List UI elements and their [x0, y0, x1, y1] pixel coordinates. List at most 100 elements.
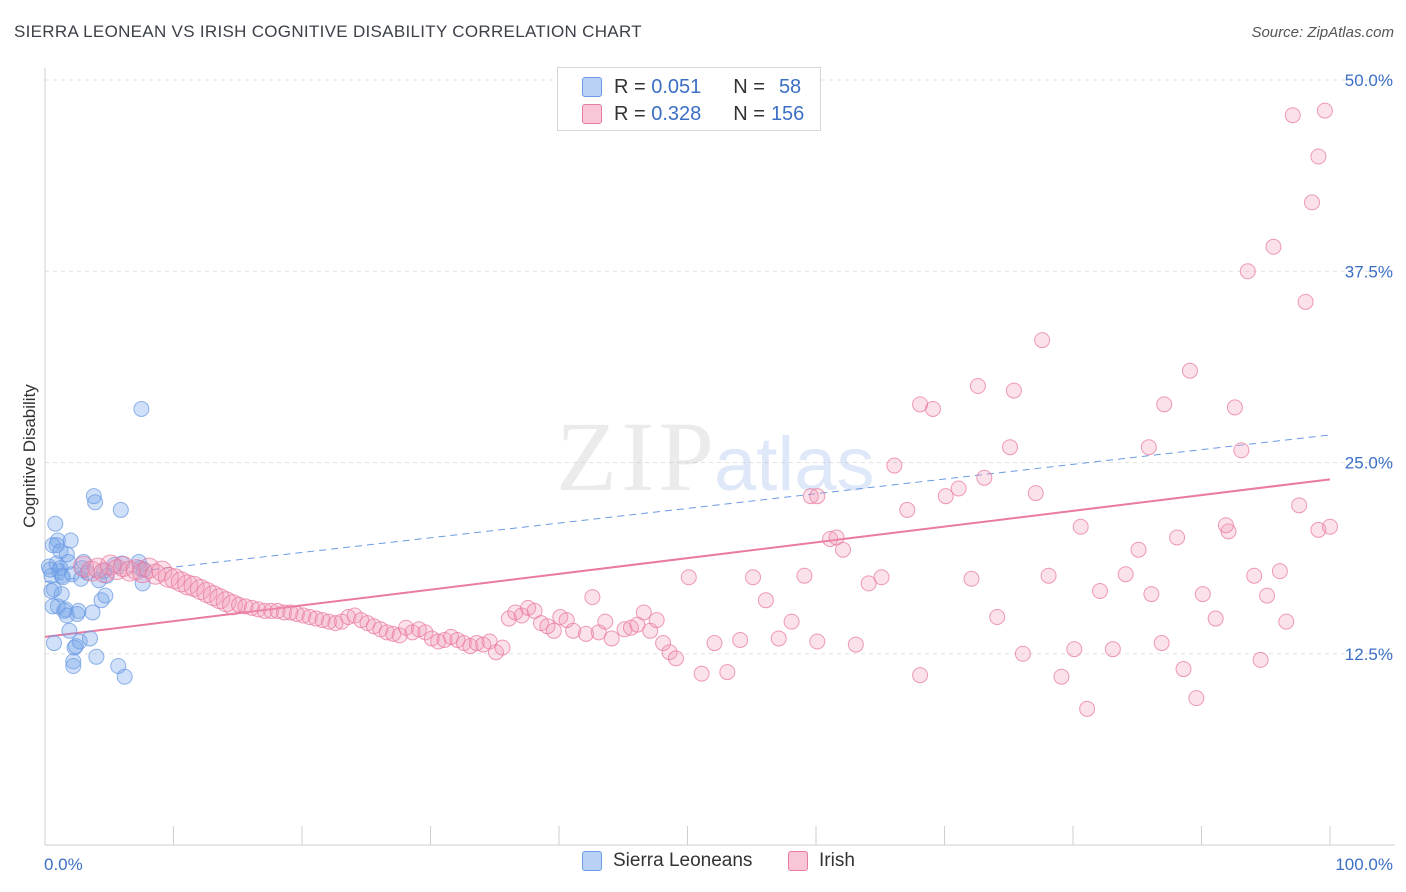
- point-sierra-leonean: [62, 532, 79, 549]
- watermark-zip: ZIP: [556, 401, 718, 512]
- legend-row-sierra-leoneans: R = 0.051 N = 58: [558, 73, 801, 101]
- legend-item-sierra-leoneans[interactable]: Sierra Leoneans: [582, 850, 752, 872]
- point-irish: [1175, 661, 1192, 678]
- point-sierra-leonean: [85, 488, 102, 505]
- point-irish: [603, 630, 620, 647]
- point-irish: [635, 604, 652, 621]
- pink-swatch-icon: [582, 104, 602, 124]
- point-irish: [1169, 529, 1186, 546]
- point-irish: [164, 568, 186, 590]
- point-irish: [1194, 586, 1211, 603]
- point-irish: [1034, 332, 1051, 349]
- point-irish: [655, 635, 672, 652]
- point-irish: [1310, 148, 1327, 165]
- point-irish: [822, 531, 839, 547]
- point-irish: [783, 613, 800, 630]
- point-irish: [500, 610, 517, 627]
- legend-r-label: R =: [614, 75, 646, 98]
- point-irish: [1072, 518, 1089, 535]
- point-sierra-leonean: [65, 657, 82, 674]
- point-irish: [189, 578, 211, 600]
- point-irish: [1079, 700, 1096, 717]
- point-irish: [1040, 567, 1057, 584]
- point-irish: [1322, 518, 1338, 535]
- point-irish: [937, 488, 954, 505]
- point-irish: [215, 591, 237, 613]
- point-irish: [1188, 690, 1205, 707]
- point-irish: [989, 609, 1006, 626]
- point-irish: [196, 582, 218, 604]
- point-irish: [237, 598, 254, 615]
- legend-r-value: 0.328: [651, 102, 702, 125]
- point-irish: [327, 615, 344, 632]
- point-irish: [385, 625, 402, 642]
- point-irish: [976, 469, 993, 486]
- point-sierra-leonean: [88, 648, 105, 665]
- point-irish: [661, 644, 678, 661]
- point-irish: [1014, 645, 1031, 662]
- blue-swatch-icon: [582, 851, 602, 871]
- point-sierra-leonean: [84, 604, 101, 621]
- point-irish: [1278, 613, 1295, 630]
- point-sierra-leonean: [71, 633, 88, 650]
- point-irish: [873, 569, 890, 586]
- point-irish: [1117, 566, 1134, 583]
- legend-row-irish: R = 0.328 N = 156: [558, 100, 804, 128]
- point-irish: [1265, 238, 1282, 255]
- y-tick-label: 37.5%: [1345, 262, 1393, 281]
- point-irish: [202, 585, 224, 607]
- point-irish: [860, 575, 877, 592]
- point-sierra-leonean: [63, 566, 80, 583]
- legend-item-irish[interactable]: Irish: [788, 850, 855, 872]
- point-irish: [1207, 610, 1224, 627]
- point-irish: [256, 602, 273, 619]
- point-irish: [667, 650, 684, 667]
- point-irish: [269, 602, 286, 619]
- point-sierra-leonean: [42, 561, 59, 578]
- legend-label-sierra-leoneans: Sierra Leoneans: [613, 850, 753, 871]
- blue-swatch-icon: [582, 77, 602, 97]
- point-irish: [847, 636, 864, 653]
- legend-label-irish: Irish: [819, 850, 855, 871]
- point-sierra-leonean: [112, 501, 129, 518]
- point-irish: [138, 557, 160, 579]
- point-irish: [1181, 362, 1198, 379]
- point-irish: [597, 613, 614, 630]
- series-legend: Sierra Leoneans Irish: [0, 850, 1406, 878]
- point-sierra-leonean: [116, 668, 133, 685]
- point-sierra-leonean: [54, 569, 71, 586]
- legend-r-value: 0.051: [651, 75, 702, 98]
- point-irish: [969, 378, 986, 394]
- point-irish: [1226, 399, 1243, 416]
- watermark-atlas: atlas: [714, 422, 875, 507]
- point-irish: [378, 624, 395, 641]
- point-irish: [282, 604, 299, 621]
- y-axis-label: Cognitive Disability: [20, 384, 39, 528]
- point-irish: [1291, 497, 1308, 514]
- point-irish: [494, 639, 511, 656]
- point-irish: [745, 569, 762, 586]
- legend-n-value: 58: [778, 75, 802, 98]
- point-sierra-leonean: [61, 622, 78, 639]
- point-irish: [577, 625, 594, 642]
- point-irish: [732, 631, 749, 648]
- point-irish: [177, 574, 199, 596]
- point-irish: [170, 571, 192, 593]
- point-irish: [912, 396, 929, 413]
- y-tick-label: 25.0%: [1345, 454, 1393, 473]
- point-irish: [183, 575, 205, 597]
- point-irish: [151, 560, 173, 582]
- point-irish: [1284, 107, 1301, 124]
- point-irish: [1217, 517, 1234, 534]
- point-irish: [899, 501, 916, 518]
- point-irish: [802, 488, 819, 505]
- point-sierra-leonean: [58, 607, 75, 624]
- point-sierra-leonean: [97, 587, 114, 604]
- point-sierra-leonean: [133, 400, 150, 417]
- point-irish: [308, 610, 325, 627]
- point-irish: [545, 622, 562, 639]
- point-irish: [719, 664, 736, 681]
- legend-n-label: N =: [733, 75, 765, 98]
- point-irish: [1027, 485, 1044, 502]
